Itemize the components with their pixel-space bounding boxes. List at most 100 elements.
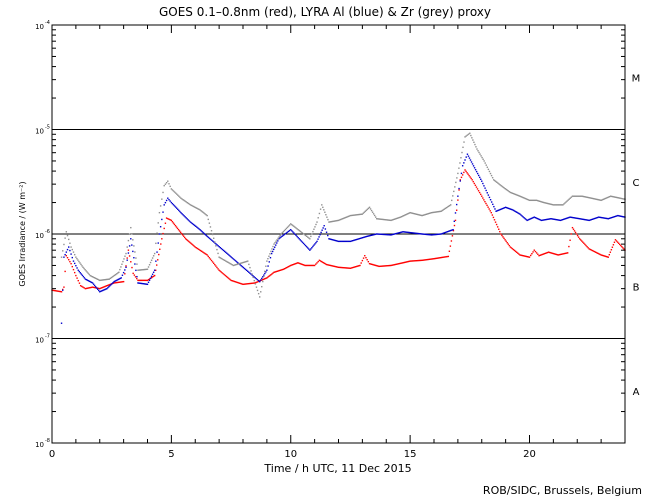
data-point xyxy=(274,271,276,273)
data-point xyxy=(483,160,485,162)
data-point xyxy=(620,215,622,217)
data-point xyxy=(323,209,325,211)
data-point xyxy=(437,233,439,236)
data-point xyxy=(94,287,97,289)
data-point xyxy=(525,198,528,200)
data-point xyxy=(376,233,378,235)
data-point xyxy=(506,242,508,244)
data-point xyxy=(474,169,477,171)
series-lyra-zr-proxy xyxy=(60,132,626,298)
data-point xyxy=(145,279,148,282)
data-point xyxy=(581,195,583,197)
data-point xyxy=(613,196,615,198)
data-point xyxy=(615,240,618,242)
data-point xyxy=(207,255,209,258)
data-point xyxy=(222,273,225,275)
data-point xyxy=(597,252,599,255)
data-point xyxy=(290,228,292,231)
data-point xyxy=(104,288,106,291)
data-point xyxy=(226,260,228,263)
data-point xyxy=(199,228,201,231)
data-point xyxy=(534,199,537,202)
data-point xyxy=(333,265,335,268)
data-point xyxy=(383,233,386,236)
data-point xyxy=(439,233,441,235)
data-point xyxy=(187,239,189,242)
data-point xyxy=(181,198,183,200)
data-point xyxy=(503,237,505,240)
data-point xyxy=(116,281,118,284)
data-point xyxy=(131,233,133,235)
data-point xyxy=(293,232,295,234)
data-point xyxy=(565,252,568,254)
data-point xyxy=(100,290,102,293)
data-point xyxy=(531,199,534,202)
data-point xyxy=(339,240,342,243)
data-point xyxy=(412,212,415,215)
data-point xyxy=(498,228,500,230)
data-point xyxy=(298,238,300,240)
data-point xyxy=(479,176,481,179)
data-point xyxy=(286,231,289,233)
data-point xyxy=(487,206,489,208)
data-point xyxy=(255,278,258,280)
data-point xyxy=(207,236,209,238)
data-point xyxy=(313,228,315,230)
data-point xyxy=(237,263,239,265)
data-point xyxy=(293,263,295,266)
data-point xyxy=(442,256,445,258)
data-point xyxy=(503,187,505,189)
data-point xyxy=(183,199,185,202)
data-point xyxy=(189,241,191,244)
data-point xyxy=(482,158,484,160)
data-point xyxy=(218,269,220,271)
data-point xyxy=(291,264,293,266)
data-point xyxy=(520,254,522,256)
data-point xyxy=(607,256,609,258)
data-point xyxy=(545,252,548,254)
data-point xyxy=(621,198,624,200)
data-point xyxy=(281,232,283,234)
data-point xyxy=(292,231,294,233)
data-point xyxy=(64,270,66,273)
data-point xyxy=(158,233,161,235)
data-point xyxy=(114,282,116,284)
data-point xyxy=(473,167,476,169)
data-point xyxy=(469,176,471,178)
data-point xyxy=(577,217,580,220)
data-point xyxy=(462,146,464,149)
data-point xyxy=(202,231,204,234)
data-point xyxy=(298,262,300,264)
data-point xyxy=(240,264,242,267)
data-point xyxy=(467,133,470,135)
data-point xyxy=(521,254,523,257)
data-point xyxy=(198,249,201,251)
data-point xyxy=(75,256,77,258)
data-point xyxy=(557,219,560,221)
data-point xyxy=(427,258,430,261)
data-point xyxy=(222,249,225,252)
data-point xyxy=(305,235,308,237)
data-point xyxy=(519,213,521,215)
data-point xyxy=(513,249,516,252)
data-point xyxy=(295,234,297,237)
data-point xyxy=(392,233,394,236)
data-point xyxy=(170,201,173,204)
data-point xyxy=(407,212,409,215)
data-point xyxy=(423,259,425,261)
data-point xyxy=(263,274,265,276)
data-point xyxy=(328,221,330,223)
data-point xyxy=(343,240,345,243)
data-point xyxy=(181,234,184,236)
data-point xyxy=(445,256,447,258)
data-point xyxy=(87,280,90,282)
data-point xyxy=(619,215,621,217)
data-point xyxy=(504,239,506,241)
data-point xyxy=(201,250,203,253)
data-point xyxy=(623,198,625,200)
data-point xyxy=(242,261,245,264)
data-point xyxy=(140,269,142,271)
data-point xyxy=(381,233,383,236)
data-point xyxy=(156,251,158,253)
x-tick-label: 10 xyxy=(284,449,297,460)
